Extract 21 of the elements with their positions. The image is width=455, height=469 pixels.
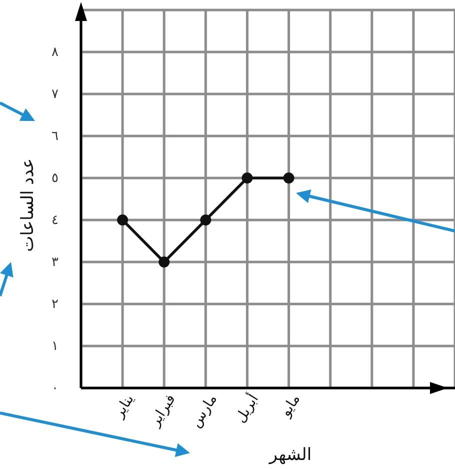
x-tick-label: يناير (110, 392, 138, 422)
point (158, 256, 170, 268)
x-tick-label: أبريل (230, 390, 262, 426)
point (117, 214, 128, 226)
y-tick-label: ٨ (52, 44, 59, 60)
y-tick-label: ٦ (52, 128, 59, 144)
y-tick-label: ٢ (52, 296, 59, 312)
y-tick-label: ٣ (52, 254, 59, 270)
x-tick-label: مارس (188, 392, 220, 430)
x-tick-label: فبراير (146, 392, 179, 430)
y-axis-title: عدد الساعات (18, 158, 38, 252)
point (200, 214, 212, 226)
point (283, 172, 294, 184)
x-tick-label: مايو (277, 392, 304, 421)
point (242, 172, 253, 184)
x-axis-title: الشهر (268, 445, 312, 465)
y-tick-label: ٥ (52, 170, 59, 186)
y-tick-label: ٠ (52, 380, 58, 396)
y-tick-label: ١ (52, 338, 58, 354)
y-tick-label: ٧ (52, 86, 59, 102)
y-tick-label: ٤ (52, 212, 58, 228)
